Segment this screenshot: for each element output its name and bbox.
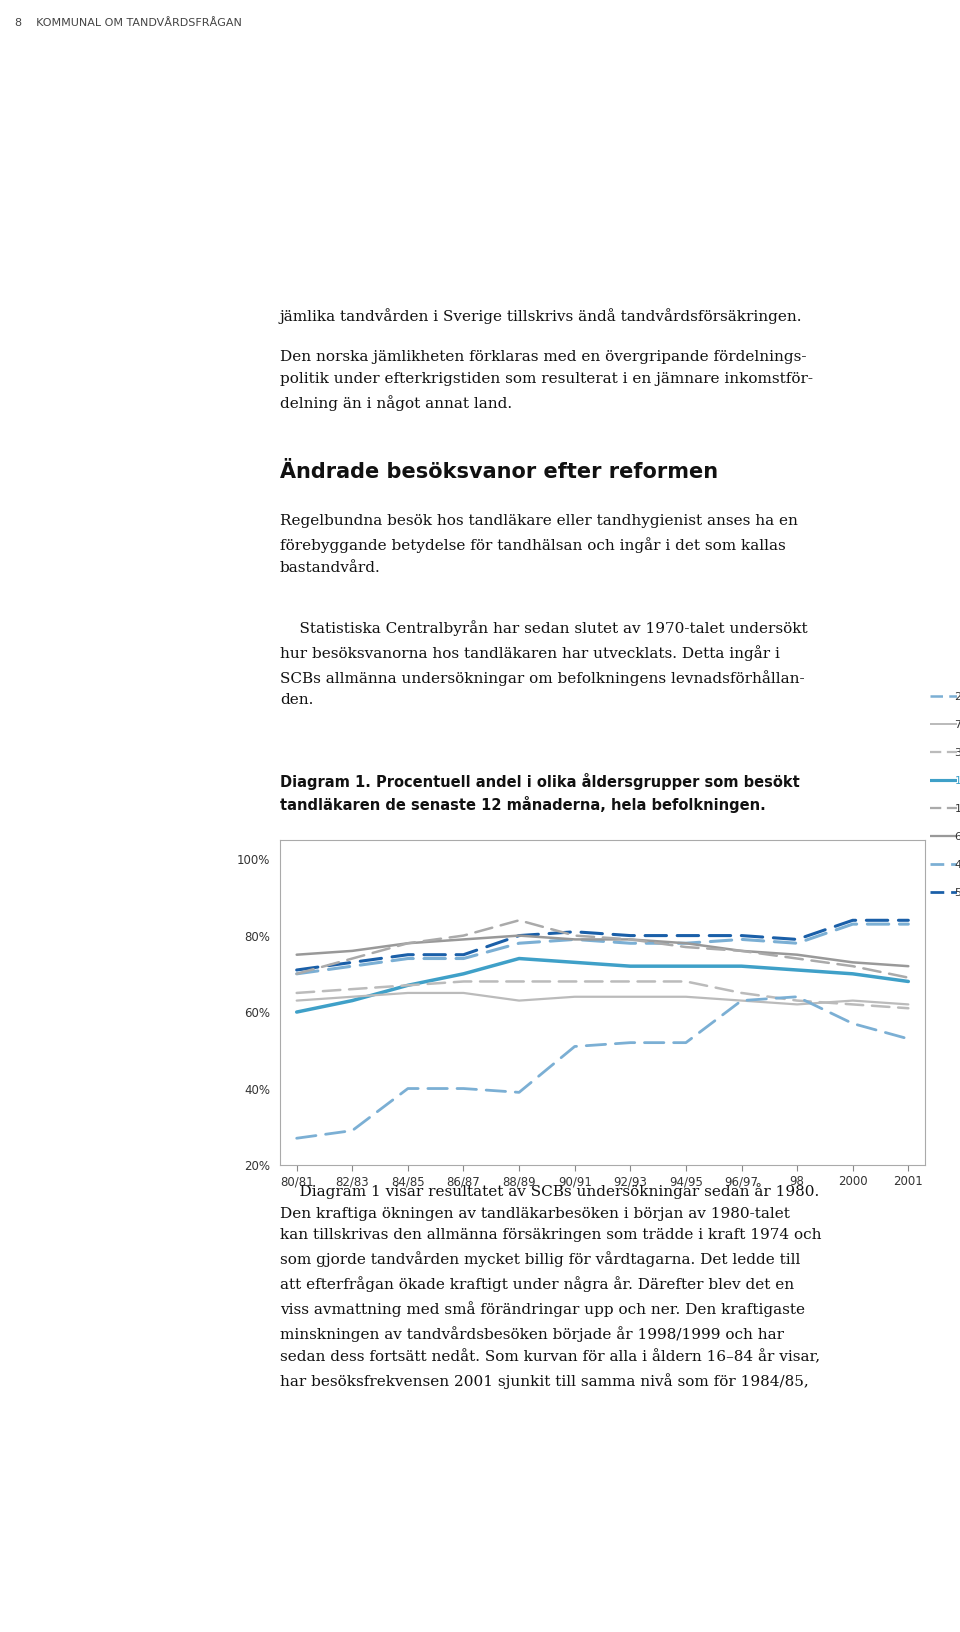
- Text: 35-44 år: 35-44 år: [955, 747, 960, 757]
- Text: Diagram 1 visar resultatet av SCBs undersökningar sedan år 1980.
Den kraftiga ök: Diagram 1 visar resultatet av SCBs under…: [280, 1183, 822, 1389]
- Text: Diagram 1. Procentuell andel i olika åldersgrupper som besökt
tandläkaren de sen: Diagram 1. Procentuell andel i olika åld…: [280, 774, 800, 813]
- Text: 75-84 år: 75-84 år: [955, 720, 960, 730]
- Text: Regelbundna besök hos tandläkare eller tandhygienist anses ha en
förebyggande be: Regelbundna besök hos tandläkare eller t…: [280, 514, 798, 574]
- Text: Statistiska Centralbyrån har sedan slutet av 1970-talet undersökt
hur besöksvano: Statistiska Centralbyrån har sedan slute…: [280, 620, 807, 707]
- Text: Den norska jämlikheten förklaras med en övergripande fördelnings-
politik under : Den norska jämlikheten förklaras med en …: [280, 349, 813, 411]
- Text: jämlika tandvården i Sverige tillskrivs ändå tandvårdsförsäkringen.: jämlika tandvården i Sverige tillskrivs …: [280, 308, 803, 323]
- Text: 25-34 år: 25-34 år: [955, 692, 960, 702]
- Text: 55-64 år: 55-64 år: [955, 888, 960, 898]
- Text: Ändrade besöksvanor efter reformen: Ändrade besöksvanor efter reformen: [280, 462, 718, 481]
- Text: 8    KOMMUNAL OM TANDVÅRDSFRÅGAN: 8 KOMMUNAL OM TANDVÅRDSFRÅGAN: [15, 18, 242, 28]
- Text: 16-24 år: 16-24 år: [955, 805, 960, 814]
- Text: 65-74 år: 65-74 år: [955, 832, 960, 842]
- Text: 16-84 år: 16-84 år: [955, 775, 960, 787]
- Text: 45-54 år: 45-54 år: [955, 860, 960, 870]
